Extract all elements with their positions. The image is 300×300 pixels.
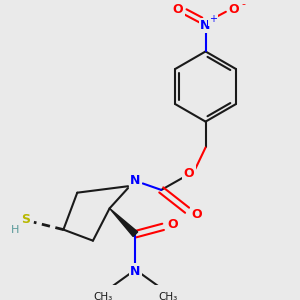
Text: N: N	[130, 174, 141, 187]
Text: N: N	[130, 265, 141, 278]
Text: +: +	[209, 14, 217, 24]
Polygon shape	[110, 208, 138, 236]
Text: N: N	[200, 19, 211, 32]
Text: O: O	[228, 3, 238, 16]
Text: O: O	[167, 218, 178, 232]
Text: O: O	[191, 208, 202, 221]
Text: CH₃: CH₃	[158, 292, 177, 300]
Text: S: S	[21, 213, 30, 226]
Text: -: -	[242, 0, 245, 9]
Text: CH₃: CH₃	[94, 292, 113, 300]
Text: H: H	[11, 225, 20, 235]
Text: O: O	[184, 167, 194, 180]
Text: O: O	[172, 3, 183, 16]
